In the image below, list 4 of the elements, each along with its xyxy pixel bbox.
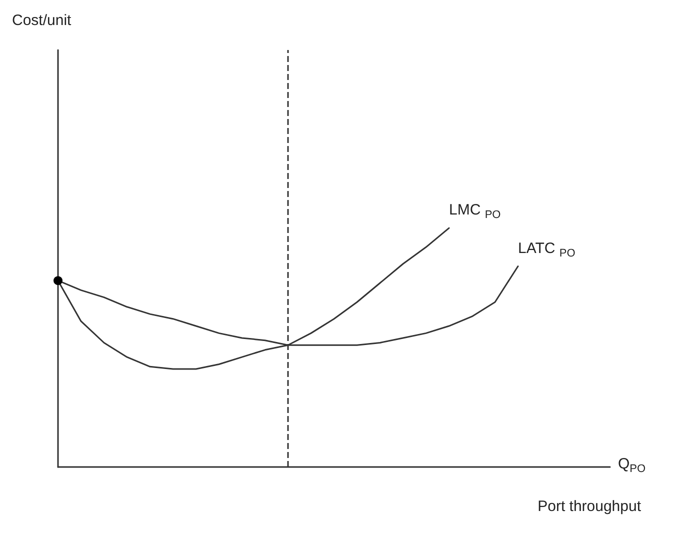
- series-label: LATC PO: [518, 240, 576, 260]
- x-axis-title: Port throughput: [538, 498, 642, 515]
- series-label: LMC PO: [449, 202, 502, 222]
- text: Cost/unit: [12, 12, 72, 29]
